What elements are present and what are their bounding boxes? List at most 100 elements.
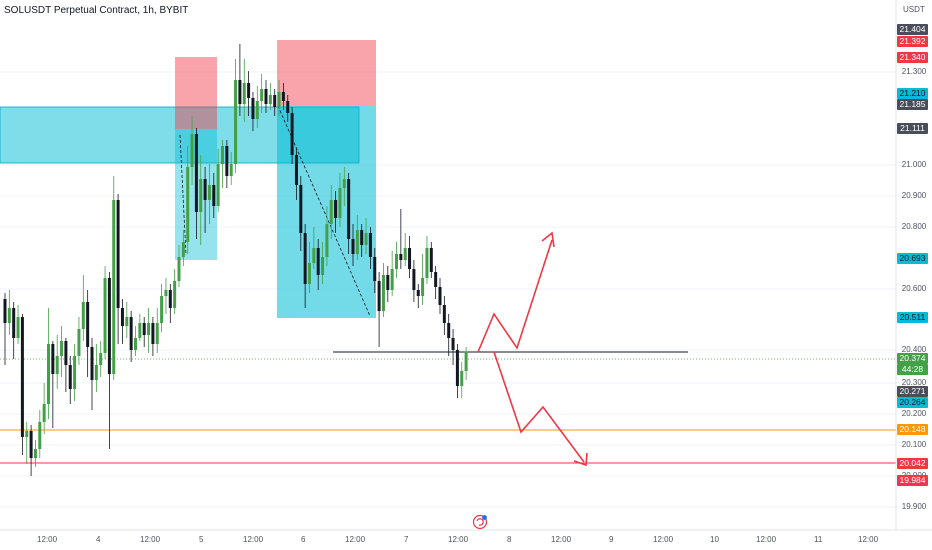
candle-up[interactable] [342,179,346,188]
candle-up[interactable] [16,317,20,338]
candle-up[interactable] [81,302,85,329]
candle-down[interactable] [251,98,255,119]
candle-down[interactable] [194,134,198,212]
candle-up[interactable] [308,263,311,284]
candle-down[interactable] [281,92,285,101]
candle-up[interactable] [421,278,425,296]
candle-up[interactable] [173,281,177,308]
candle-down[interactable] [303,233,307,284]
candle-down[interactable] [3,299,7,323]
candle-down[interactable] [447,323,451,338]
candle-up[interactable] [260,89,264,101]
candle-up[interactable] [186,167,190,242]
candle-up[interactable] [134,338,137,350]
candle-up[interactable] [103,278,107,353]
candle-up[interactable] [177,257,181,281]
candle-down[interactable] [203,179,207,200]
candle-down[interactable] [86,302,90,347]
candle-down[interactable] [360,230,364,245]
bullish-projection-path[interactable] [477,239,553,353]
candle-up[interactable] [60,341,64,356]
red-zone-small[interactable] [175,57,217,129]
candle-down[interactable] [438,287,442,305]
candle-down[interactable] [29,431,33,458]
candle-down[interactable] [334,200,338,218]
candle-down[interactable] [412,269,416,290]
candle-down[interactable] [368,233,372,257]
candle-down[interactable] [442,305,446,323]
candle-down[interactable] [142,323,146,335]
candle-down[interactable] [377,281,381,311]
candle-down[interactable] [107,278,111,374]
candle-up[interactable] [99,353,103,365]
candle-up[interactable] [425,248,429,278]
candle-down[interactable] [351,239,355,254]
candle-up[interactable] [181,242,185,257]
candle-up[interactable] [464,351,468,371]
red-zone-large[interactable] [277,40,376,106]
candle-down[interactable] [316,248,320,275]
candle-down[interactable] [299,185,303,233]
candle-down[interactable] [273,95,277,107]
candle-up[interactable] [355,230,359,254]
candle-up[interactable] [125,317,129,326]
candle-up[interactable] [155,323,159,344]
candle-up[interactable] [47,344,50,404]
candle-up[interactable] [38,422,42,449]
candle-up[interactable] [395,254,398,269]
candle-up[interactable] [216,164,220,206]
candle-down[interactable] [429,248,433,272]
candle-up[interactable] [381,275,385,311]
candle-down[interactable] [386,275,390,290]
candle-up[interactable] [234,80,238,164]
candle-up[interactable] [229,164,233,176]
candle-down[interactable] [129,317,133,350]
candle-up[interactable] [312,248,316,263]
candle-up[interactable] [147,323,151,335]
candle-down[interactable] [116,200,120,308]
candle-up[interactable] [112,200,116,374]
candle-down[interactable] [120,308,124,326]
candle-down[interactable] [64,341,68,365]
candle-down[interactable] [225,146,229,176]
replay-icon[interactable] [472,514,488,530]
candle-down[interactable] [20,317,24,437]
candle-down[interactable] [68,365,72,389]
candle-up[interactable] [277,92,281,107]
candle-down[interactable] [290,113,294,155]
candle-up[interactable] [325,224,329,257]
candle-up[interactable] [242,83,246,104]
candle-up[interactable] [460,371,464,386]
candle-up[interactable] [138,323,142,338]
candle-down[interactable] [151,323,155,344]
candle-down[interactable] [264,89,268,104]
candle-down[interactable] [294,155,298,185]
candle-down[interactable] [399,254,403,260]
candle-up[interactable] [390,269,394,290]
candle-down[interactable] [373,257,377,281]
candle-up[interactable] [403,248,407,260]
candle-up[interactable] [321,257,325,275]
candle-up[interactable] [199,179,203,212]
candle-up[interactable] [73,356,77,389]
candle-up[interactable] [77,329,81,356]
candle-down[interactable] [347,179,351,239]
candle-up[interactable] [42,404,46,422]
candle-up[interactable] [7,308,11,323]
candle-down[interactable] [408,248,412,269]
candle-down[interactable] [451,338,455,350]
bearish-projection-path[interactable] [493,351,585,463]
candle-down[interactable] [286,101,290,113]
candle-down[interactable] [168,290,172,308]
candle-up[interactable] [329,200,333,224]
candle-down[interactable] [455,350,459,386]
candle-up[interactable] [207,185,211,200]
candle-up[interactable] [164,290,168,296]
candle-up[interactable] [190,134,194,167]
candle-down[interactable] [416,290,420,296]
candle-up[interactable] [160,296,164,323]
candle-up[interactable] [268,95,272,104]
candle-up[interactable] [94,365,98,380]
candle-down[interactable] [212,185,216,206]
